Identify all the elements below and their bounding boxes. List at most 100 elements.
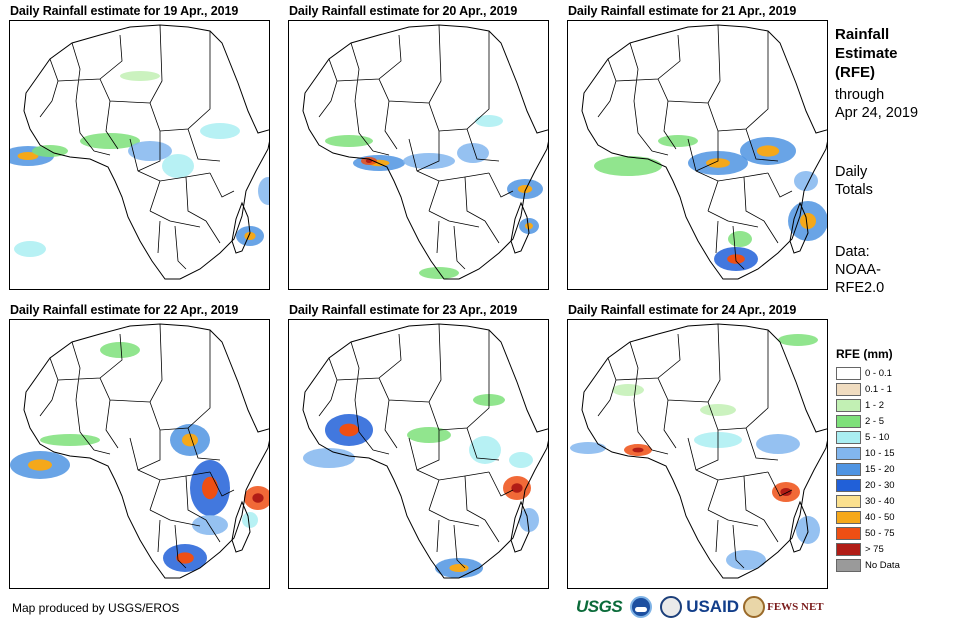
legend-swatch: [836, 510, 861, 524]
africa-map-19-apr: [10, 24, 269, 280]
rainfall-area: [475, 115, 503, 127]
legend-item: No Data: [836, 557, 900, 573]
legend-label: 30 - 40: [865, 495, 895, 507]
madagascar-outline: [231, 201, 251, 254]
rfe-title-line2: Estimate: [835, 45, 898, 62]
africa-map-20-apr: [302, 24, 548, 280]
legend-item: 2 - 5: [836, 413, 900, 429]
rfe-title-line1: Rainfall: [835, 26, 890, 43]
rainfall-area: [594, 156, 662, 176]
legend-swatch: [836, 462, 861, 476]
rainfall-area: [162, 154, 194, 178]
rainfall-area: [325, 135, 373, 147]
madagascar-outline: [231, 500, 251, 553]
partner-logos: USGS USAID FEWS NET: [576, 594, 824, 620]
madagascar-outline: [510, 500, 530, 553]
rainfall-area: [192, 515, 228, 535]
rainfall-core: [252, 493, 264, 503]
rainfall-area: [258, 177, 269, 205]
rainfall-area: [242, 512, 258, 528]
rainfall-core: [706, 158, 730, 168]
legend-label: 0.1 - 1: [865, 383, 892, 395]
continent-outline: [582, 25, 827, 279]
legend-item: > 75: [836, 541, 900, 557]
rainfall-area: [419, 267, 459, 279]
legend-item: 1 - 2: [836, 397, 900, 413]
legend-swatch: [836, 494, 861, 508]
legend-label: No Data: [865, 559, 900, 571]
rainfall-core: [182, 433, 198, 447]
data-source-line1: NOAA-: [835, 262, 881, 278]
rainfall-core: [202, 476, 218, 500]
panel-title-19-apr: Daily Rainfall estimate for 19 Apr., 201…: [10, 4, 239, 18]
rainfall-area: [778, 334, 818, 346]
rainfall-core: [517, 185, 533, 193]
legend-title: RFE (mm): [836, 347, 893, 361]
continent-outline: [582, 324, 827, 578]
rainfall-area: [200, 123, 240, 139]
legend-swatch: [836, 558, 861, 572]
country-borders: [39, 24, 235, 270]
rainfall-area: [612, 384, 644, 396]
legend-label: 1 - 2: [865, 399, 885, 411]
coastline: [581, 24, 827, 280]
panel-title-24-apr: Daily Rainfall estimate for 24 Apr., 201…: [568, 303, 797, 317]
country-borders: [597, 323, 793, 569]
rainfall-area: [80, 133, 140, 149]
rainfall-core: [449, 564, 469, 572]
panel-title-22-apr: Daily Rainfall estimate for 22 Apr., 201…: [10, 303, 239, 317]
map-panel-23-apr: [288, 319, 549, 589]
legend-label: 40 - 50: [865, 511, 895, 523]
legend-item: 20 - 30: [836, 477, 900, 493]
rainfall-core: [176, 552, 194, 564]
legend-swatch: [836, 478, 861, 492]
rainfall-core: [244, 232, 256, 240]
rainfall-area: [570, 442, 606, 454]
usaid-logo: USAID: [686, 597, 740, 616]
legend-swatch: [836, 382, 861, 396]
country-borders: [39, 323, 235, 569]
seal-logo-icon: [660, 596, 683, 618]
rainfall-area: [519, 508, 539, 532]
panel-title-23-apr: Daily Rainfall estimate for 23 Apr., 201…: [289, 303, 518, 317]
rainfall-area: [509, 452, 533, 468]
fews-net-logo-text: FEWS NET: [767, 601, 824, 613]
rfe-title: Rainfall Estimate (RFE): [835, 25, 898, 82]
legend-label: > 75: [865, 543, 884, 555]
legend-label: 15 - 20: [865, 463, 895, 475]
legend-label: 5 - 10: [865, 431, 890, 443]
legend-item: 30 - 40: [836, 493, 900, 509]
legend-label: 20 - 30: [865, 479, 895, 491]
legend-label: 10 - 15: [865, 447, 895, 459]
map-panel-24-apr: [567, 319, 828, 589]
map-panel-20-apr: [288, 20, 549, 290]
legend-label: 0 - 0.1: [865, 367, 892, 379]
fews-net-logo-icon: [743, 596, 766, 618]
rainfall-area: [457, 143, 489, 163]
legend-swatch: [836, 526, 861, 540]
noaa-logo-icon: [630, 596, 653, 618]
country-borders: [597, 24, 793, 270]
legend-swatch: [836, 446, 861, 460]
continent-outline: [303, 25, 548, 279]
rainfall-area: [726, 550, 766, 570]
coastline: [302, 323, 548, 579]
legend-swatch: [836, 430, 861, 444]
legend-item: 40 - 50: [836, 509, 900, 525]
rainfall-area: [40, 434, 100, 446]
africa-map-22-apr: [10, 323, 269, 579]
rainfall-core: [511, 483, 523, 493]
africa-map-23-apr: [302, 323, 548, 579]
rfe-legend: 0 - 0.1 0.1 - 1 1 - 2 2 - 5 5 - 10 10 - 15 15 …: [836, 365, 900, 573]
rainfall-core: [800, 213, 816, 229]
rainfall-core: [339, 423, 359, 437]
coastline: [302, 24, 548, 280]
legend-item: 15 - 20: [836, 461, 900, 477]
rainfall-area: [14, 241, 46, 257]
rainfall-area: [128, 141, 172, 161]
africa-map-24-apr: [570, 323, 827, 579]
rainfall-area: [756, 434, 800, 454]
madagascar-outline: [789, 500, 809, 553]
through-date: Apr 24, 2019: [835, 105, 919, 121]
coastline: [581, 323, 827, 579]
